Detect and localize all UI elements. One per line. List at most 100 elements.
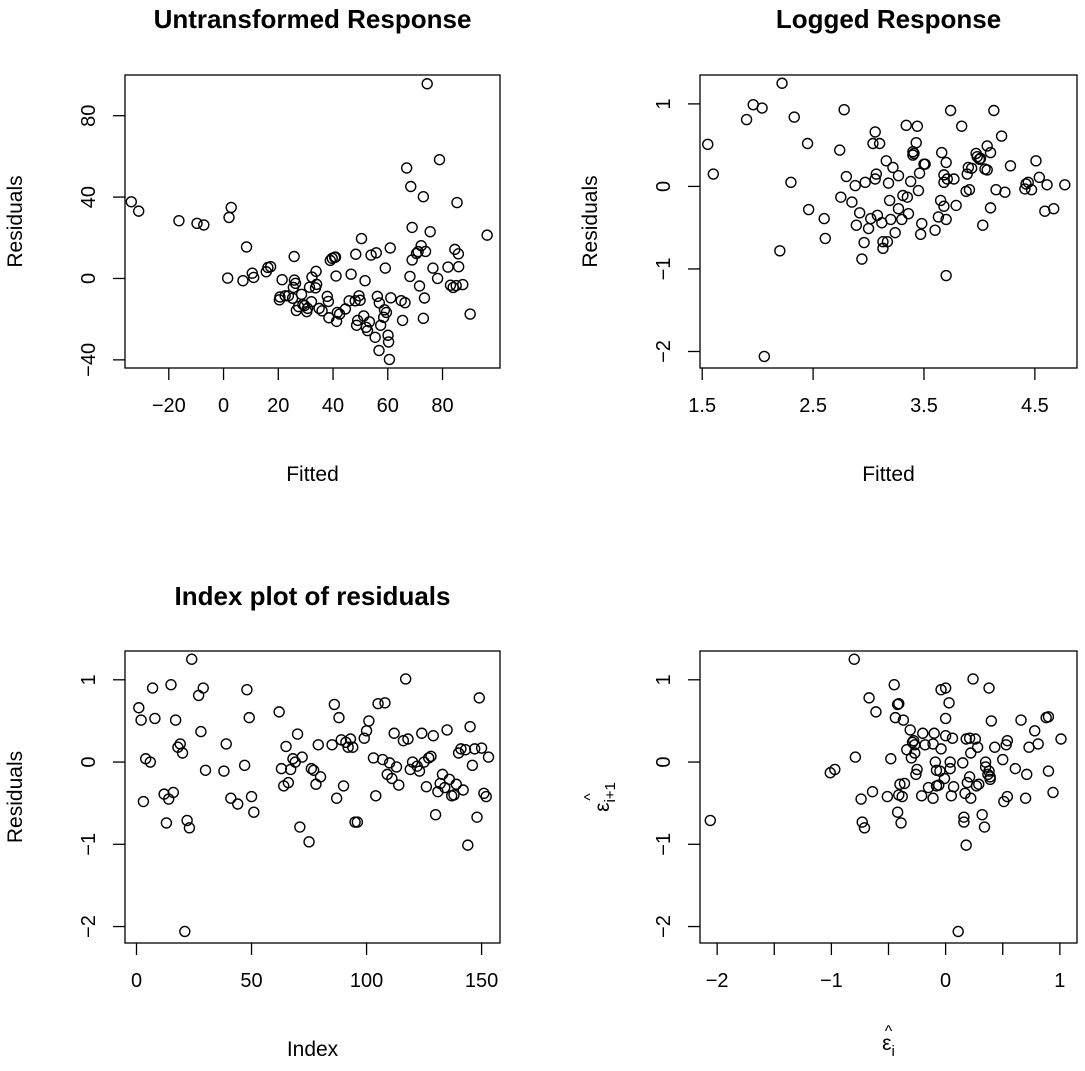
data-point: [848, 653, 860, 665]
data-point: [354, 294, 366, 306]
data-point: [774, 245, 786, 257]
data-point: [373, 297, 385, 309]
data-point: [943, 697, 955, 709]
data-point: [457, 278, 469, 291]
data-point: [818, 212, 830, 225]
data-point: [365, 249, 377, 261]
x-tick-label: 20: [267, 395, 289, 417]
data-point: [330, 315, 343, 328]
data-point: [869, 173, 881, 185]
y-tick-label: 1: [653, 674, 675, 685]
data-point: [983, 765, 995, 777]
data-point: [838, 103, 850, 116]
data-point: [885, 213, 897, 226]
data-point: [896, 213, 908, 226]
data-point: [707, 168, 720, 180]
data-point: [957, 757, 969, 769]
data-point: [934, 194, 947, 207]
data-point: [862, 222, 875, 235]
plot-frame: [124, 650, 501, 944]
data-point: [370, 790, 382, 802]
y-axis-label: Residuals: [4, 175, 27, 267]
data-point: [740, 113, 753, 126]
x-tick-label: 0: [218, 395, 229, 417]
data-point: [135, 714, 147, 726]
data-point: [911, 120, 924, 132]
data-point: [970, 780, 983, 792]
data-point: [436, 768, 449, 781]
data-point: [944, 104, 957, 117]
data-point: [965, 747, 977, 759]
data-point: [983, 682, 995, 694]
data-point: [974, 152, 987, 165]
data-point: [1048, 203, 1060, 215]
data-point: [333, 711, 345, 724]
plot-frame: [124, 74, 501, 369]
data-point: [888, 679, 900, 691]
data-point: [1029, 725, 1041, 737]
data-point: [910, 136, 922, 149]
data-point: [939, 712, 952, 725]
y-tick-label: −1: [653, 833, 675, 856]
data-point: [247, 271, 260, 284]
data-point: [384, 242, 396, 254]
data-point: [442, 261, 454, 273]
x-tick-label: 60: [377, 395, 399, 417]
data-point: [885, 753, 897, 765]
data-point: [396, 314, 409, 327]
data-point: [390, 761, 403, 773]
data-point: [870, 168, 883, 180]
data-point: [758, 350, 771, 363]
data-point: [238, 759, 251, 772]
data-point: [314, 771, 327, 783]
data-point: [355, 232, 368, 245]
data-point: [880, 155, 892, 167]
data-point: [995, 130, 1008, 142]
y-tick-label: 1: [78, 674, 100, 685]
data-point: [785, 176, 797, 188]
data-point: [1055, 733, 1067, 745]
x-tick-label: −1: [820, 970, 843, 992]
data-point: [303, 836, 315, 848]
data-point: [248, 806, 260, 818]
data-point: [985, 715, 998, 727]
data-point: [455, 743, 467, 755]
data-point: [371, 290, 384, 303]
data-point: [282, 776, 295, 789]
x-tick-label: 0: [940, 970, 951, 992]
data-point: [343, 295, 355, 307]
data-point: [316, 305, 328, 317]
data-point: [883, 194, 896, 207]
data-point: [919, 739, 931, 751]
data-point: [186, 653, 198, 665]
data-point: [399, 296, 411, 309]
data-point: [448, 789, 460, 801]
data-point: [963, 732, 976, 744]
data-point: [776, 77, 788, 89]
data-point: [965, 792, 977, 804]
data-point: [374, 319, 387, 331]
data-point: [310, 278, 323, 291]
data-point: [459, 744, 472, 756]
data-point: [357, 310, 370, 322]
data-point: [1015, 714, 1027, 726]
y-axis-label: Residuals: [4, 751, 27, 843]
data-point: [989, 741, 1001, 753]
data-point: [313, 302, 325, 315]
data-point: [881, 790, 894, 803]
data-point: [915, 790, 928, 802]
data-point: [873, 137, 886, 150]
data-point: [132, 205, 145, 217]
data-point: [756, 102, 768, 114]
data-point: [935, 743, 947, 755]
panel-1: Untransformed Response −20 0 20 40 60 80 −40 0 40…: [4, 4, 501, 486]
data-point: [388, 727, 400, 739]
data-point: [241, 683, 253, 696]
data-point: [243, 711, 255, 724]
data-point: [294, 821, 306, 833]
data-point: [928, 727, 940, 739]
data-point: [916, 217, 928, 230]
y-tick-label: −40: [78, 343, 100, 377]
data-point: [191, 217, 203, 230]
data-point: [984, 771, 996, 783]
